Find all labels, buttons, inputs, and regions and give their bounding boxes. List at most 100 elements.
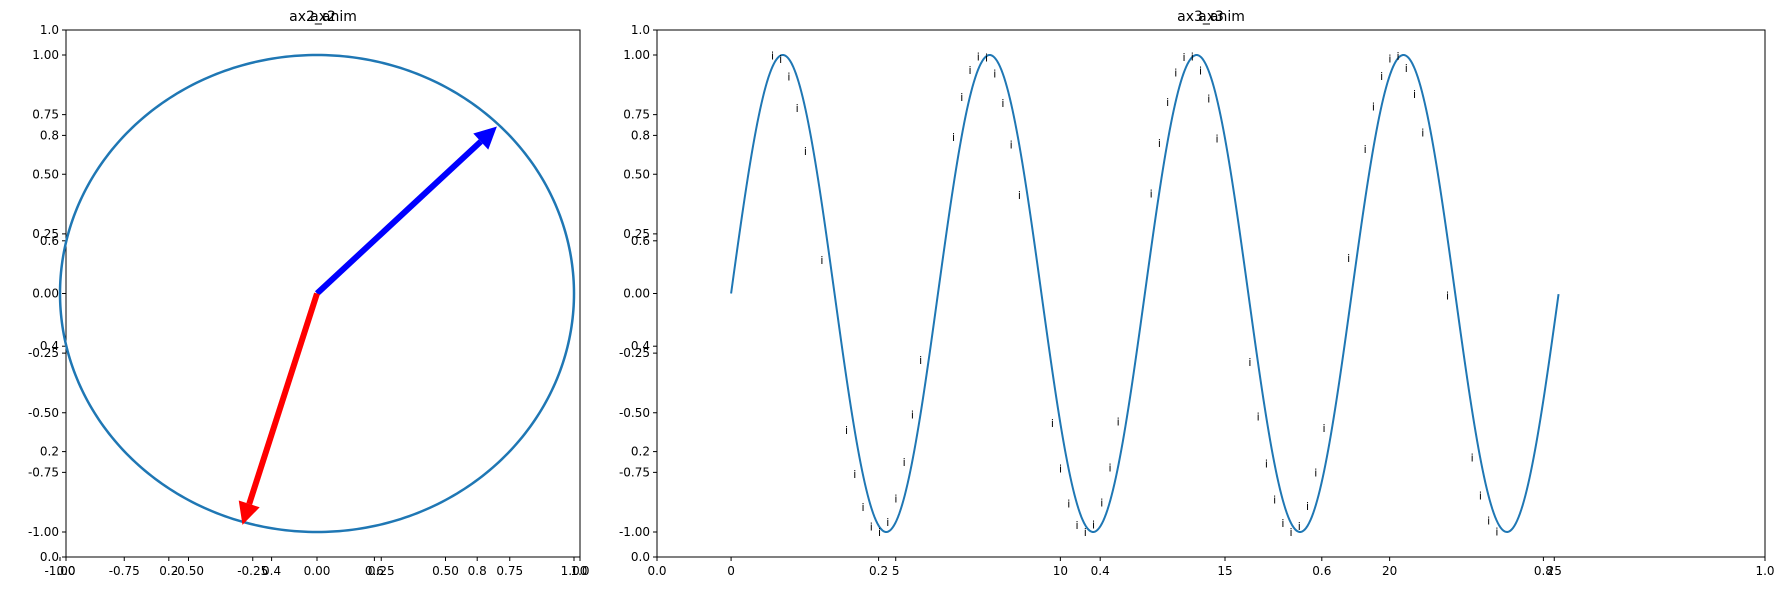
ax2-ytick-label: 0.00 bbox=[32, 287, 59, 301]
point-label: i bbox=[1380, 70, 1383, 83]
point-label: i bbox=[1364, 143, 1367, 156]
point-label: i bbox=[1471, 452, 1474, 465]
ax3-xtick-label: 25 bbox=[1547, 564, 1562, 578]
point-label: i bbox=[796, 102, 799, 115]
point-label: i bbox=[861, 501, 864, 514]
point-label: i bbox=[845, 424, 848, 437]
point-label: i bbox=[1265, 457, 1268, 470]
ax3-title-0: ax3 bbox=[1198, 9, 1224, 25]
point-label: i bbox=[1092, 518, 1095, 531]
ax3-ytick-label: -0.50 bbox=[619, 406, 650, 420]
point-label: i bbox=[911, 409, 914, 422]
point-label: i bbox=[903, 456, 906, 469]
point-label: i bbox=[1199, 65, 1202, 78]
ax2-ytick-label: -0.25 bbox=[28, 346, 59, 360]
ax2-overlay-xtick-label: 0.0 bbox=[56, 564, 75, 578]
ax2-overlay-xtick-label: 0.2 bbox=[159, 564, 178, 578]
ax3-frame bbox=[656, 29, 1766, 558]
point-label: i bbox=[1150, 187, 1153, 200]
point-label: i bbox=[1018, 189, 1021, 202]
point-label: i bbox=[993, 67, 996, 80]
ax2-overlay-ytick-label: 0.2 bbox=[40, 445, 59, 459]
ax2-ytick-label: -0.75 bbox=[28, 465, 59, 479]
point-label: i bbox=[787, 71, 790, 84]
ax3-ytick-label: 0.75 bbox=[623, 108, 650, 122]
ax3-ytick-label: -0.25 bbox=[619, 346, 650, 360]
point-label: i bbox=[804, 145, 807, 158]
ax2-overlay-ytick-label: 0.8 bbox=[40, 128, 59, 142]
ax3-ytick-label: -1.00 bbox=[619, 525, 650, 539]
point-label: i bbox=[1397, 50, 1400, 63]
ax3-ytick-label: 0.00 bbox=[623, 287, 650, 301]
point-label: i bbox=[1298, 520, 1301, 533]
ax3-overlay-xtick-label: 0.8 bbox=[1534, 564, 1553, 578]
point-label: i bbox=[985, 52, 988, 65]
point-label: i bbox=[1051, 417, 1054, 430]
point-label: i bbox=[886, 516, 889, 529]
ax2-xtick-label: -1.00 bbox=[44, 564, 75, 578]
ax2-overlay-ytick-label: 0.0 bbox=[40, 550, 59, 564]
ax3-overlay-ytick-label: 0.4 bbox=[631, 339, 650, 353]
point-label: i bbox=[1010, 139, 1013, 152]
ax2-xtick-label: 1.00 bbox=[561, 564, 588, 578]
ax3-overlay-xtick-label: 0.6 bbox=[1312, 564, 1331, 578]
ax3-overlay-xtick-label: 0.2 bbox=[869, 564, 888, 578]
point-label: i bbox=[1166, 96, 1169, 109]
ax3-overlay-xtick-label: 0.0 bbox=[647, 564, 666, 578]
ax2-overlay-xtick-label: 1.0 bbox=[570, 564, 589, 578]
point-label: i bbox=[853, 468, 856, 481]
ax3-ytick-label: 0.50 bbox=[623, 167, 650, 181]
point-label: i bbox=[952, 131, 955, 144]
ax2-xtick-label: -0.25 bbox=[237, 564, 268, 578]
point-label: i bbox=[969, 64, 972, 77]
ax2-xtick-label: -0.75 bbox=[109, 564, 140, 578]
ax2-ytick-label: -1.00 bbox=[28, 525, 59, 539]
ax2-ytick-label: 0.50 bbox=[32, 167, 59, 181]
point-label: i bbox=[1191, 51, 1194, 64]
ax3-overlay-ytick-label: 0.6 bbox=[631, 234, 650, 248]
ax3-overlay-ytick-label: 0.0 bbox=[631, 550, 650, 564]
ax2-overlay-ytick-label: 0.6 bbox=[40, 234, 59, 248]
point-label: i bbox=[820, 254, 823, 267]
arrow-0-head bbox=[473, 126, 497, 150]
ax3-title-1: ax3_anim bbox=[1177, 9, 1245, 25]
ax3-overlay-ytick-label: 0.8 bbox=[631, 128, 650, 142]
point-label: i bbox=[878, 526, 881, 539]
point-label: i bbox=[919, 354, 922, 367]
ax2-xtick-label: -0.50 bbox=[173, 564, 204, 578]
ax2-frame bbox=[65, 29, 581, 558]
point-label: i bbox=[1084, 526, 1087, 539]
ax2-ytick-label: 1.00 bbox=[32, 48, 59, 62]
point-label: i bbox=[977, 50, 980, 63]
ax3-overlay-xtick-label: 0.4 bbox=[1091, 564, 1110, 578]
point-label: i bbox=[1446, 290, 1449, 303]
ax2-overlay-ytick-label: 1.0 bbox=[40, 23, 59, 37]
point-label: i bbox=[1413, 88, 1416, 101]
arrow-0-shaft bbox=[314, 139, 483, 296]
ax2-title-1: ax2_anim bbox=[289, 9, 357, 25]
point-label: i bbox=[1174, 67, 1177, 80]
ax3-xtick-label: 5 bbox=[892, 564, 900, 578]
point-label: i bbox=[894, 492, 897, 505]
point-label: i bbox=[1281, 517, 1284, 530]
ax3-xtick-label: 10 bbox=[1053, 564, 1068, 578]
point-label: i bbox=[779, 53, 782, 66]
ax3-ytick-label: -0.75 bbox=[619, 465, 650, 479]
point-label: i bbox=[1207, 92, 1210, 105]
sine-line bbox=[730, 54, 1560, 533]
ax2-overlay-xtick-label: 0.8 bbox=[468, 564, 487, 578]
point-label: i bbox=[1257, 411, 1260, 424]
point-label: i bbox=[1314, 467, 1317, 480]
point-label: i bbox=[1487, 514, 1490, 527]
point-label: i bbox=[1405, 62, 1408, 75]
ax2-ytick-label: -0.50 bbox=[28, 406, 59, 420]
ax2-title-0: ax2 bbox=[310, 9, 336, 25]
ax3-xtick-label: 0 bbox=[727, 564, 735, 578]
point-label: i bbox=[1059, 463, 1062, 476]
ax2-ytick-label: 0.25 bbox=[32, 227, 59, 241]
point-label: i bbox=[1388, 52, 1391, 65]
point-label: i bbox=[1290, 526, 1293, 539]
ax3-ytick-label: 1.00 bbox=[623, 48, 650, 62]
ax2-overlay-xtick-label: 0.4 bbox=[262, 564, 281, 578]
